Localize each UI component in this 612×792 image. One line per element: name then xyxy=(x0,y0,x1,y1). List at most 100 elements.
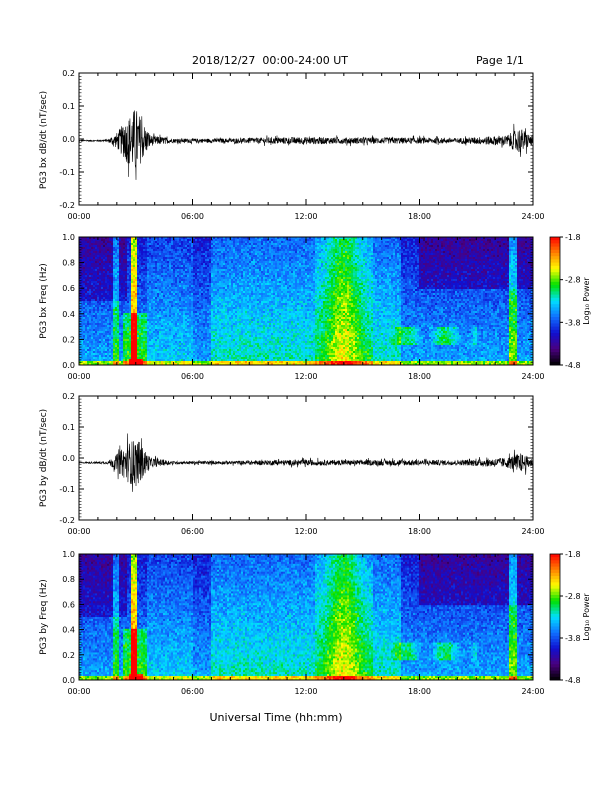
spectrogram-cell xyxy=(87,277,90,280)
spectrogram-cell xyxy=(161,319,164,322)
spectrogram-cell xyxy=(151,325,154,328)
spectrogram-cell xyxy=(157,253,160,256)
spectrogram-cell xyxy=(85,281,88,284)
spectrogram-cell xyxy=(161,275,164,278)
spectrogram-cell xyxy=(109,267,112,270)
spectrogram-cell xyxy=(127,295,130,298)
spectrogram-cell xyxy=(143,283,146,286)
spectrogram-cell xyxy=(179,253,182,256)
spectrogram-cell xyxy=(177,313,180,316)
spectrogram-cell xyxy=(97,301,100,304)
spectrogram-cell xyxy=(101,249,104,252)
spectrogram-cell xyxy=(169,351,172,354)
spectrogram-cell xyxy=(145,303,148,306)
spectrogram-cell xyxy=(137,359,140,362)
spectrogram-cell xyxy=(97,255,100,258)
spectrogram-cell xyxy=(105,347,108,350)
spectrogram-cell xyxy=(103,273,106,276)
spectrogram-cell xyxy=(153,255,156,258)
spectrogram-cell xyxy=(173,347,176,350)
spectrogram-cell xyxy=(97,343,100,346)
spectrogram-cell xyxy=(119,273,122,276)
spectrogram-cell xyxy=(83,237,86,240)
spectrogram-cell xyxy=(133,313,136,316)
spectrogram-cell xyxy=(97,273,100,276)
spectrogram-cell xyxy=(99,311,102,314)
spectrogram-cell xyxy=(85,269,88,272)
spectrogram-cell xyxy=(113,245,116,248)
spectrogram-cell xyxy=(113,279,116,282)
spectrogram-cell xyxy=(161,307,164,310)
spectrogram-cell xyxy=(169,237,172,240)
spectrogram-cell xyxy=(95,255,98,258)
spectrogram-cell xyxy=(101,309,104,312)
spectrogram-cell xyxy=(103,327,106,330)
spectrogram-cell xyxy=(151,243,154,246)
spectrogram-cell xyxy=(147,245,150,248)
spectrogram-cell xyxy=(137,335,140,338)
spectrogram-cell xyxy=(93,341,96,344)
spectrogram-cell xyxy=(149,259,152,262)
spectrogram-cell xyxy=(95,289,98,292)
spectrogram-cell xyxy=(153,343,156,346)
spectrogram-cell xyxy=(133,247,136,250)
spectrogram-cell xyxy=(161,321,164,324)
spectrogram-cell xyxy=(97,307,100,310)
spectrogram-cell xyxy=(125,319,128,322)
spectrogram-cell xyxy=(165,273,168,276)
spectrogram-cell xyxy=(177,287,180,290)
spectrogram-cell xyxy=(135,315,138,318)
spectrogram-cell xyxy=(99,351,102,354)
spectrogram-cell xyxy=(125,249,128,252)
spectrogram-cell xyxy=(145,239,148,242)
spectrogram-cell xyxy=(97,243,100,246)
spectrogram-cell xyxy=(101,315,104,318)
spectrogram-cell xyxy=(145,323,148,326)
spectrogram-cell xyxy=(95,271,98,274)
spectrogram-cell xyxy=(145,309,148,312)
spectrogram-cell xyxy=(105,357,108,360)
spectrogram-cell xyxy=(145,295,148,298)
spectrogram-cell xyxy=(179,287,182,290)
spectrogram-cell xyxy=(93,303,96,306)
spectrogram-cell xyxy=(159,355,162,358)
spectrogram-cell xyxy=(85,253,88,256)
spectrogram-cell xyxy=(175,283,178,286)
spectrogram-cell xyxy=(111,359,114,362)
spectrogram-cell xyxy=(105,285,108,288)
spectrogram-cell xyxy=(151,281,154,284)
spectrogram-cell xyxy=(125,237,128,240)
spectrogram-cell xyxy=(141,263,144,266)
spectrogram-cell xyxy=(129,305,132,308)
spectrogram-cell xyxy=(147,295,150,298)
spectrogram-cell xyxy=(131,335,134,338)
spectrogram-cell xyxy=(161,325,164,328)
spectrogram-cell xyxy=(173,331,176,334)
spectrogram-cell xyxy=(99,323,102,326)
spectrogram-cell xyxy=(129,265,132,268)
spectrogram-cell xyxy=(175,341,178,344)
spectrogram-cell xyxy=(123,361,126,364)
spectrogram-cell xyxy=(147,275,150,278)
spectrogram-cell xyxy=(179,295,182,298)
spectrogram-cell xyxy=(141,271,144,274)
spectrogram-cell xyxy=(99,263,102,266)
spectrogram-cell xyxy=(141,327,144,330)
spectrogram-cell xyxy=(123,243,126,246)
spectrogram-cell xyxy=(171,275,174,278)
spectrogram-cell xyxy=(139,301,142,304)
spectrogram-cell xyxy=(169,327,172,330)
spectrogram-cell xyxy=(151,327,154,330)
spectrogram-cell xyxy=(161,311,164,314)
spectrogram-cell xyxy=(121,255,124,258)
spectrogram-cell xyxy=(101,325,104,328)
spectrogram-cell xyxy=(139,307,142,310)
spectrogram-cell xyxy=(123,269,126,272)
spectrogram-cell xyxy=(139,351,142,354)
spectrogram-cell xyxy=(153,239,156,242)
spectrogram-cell xyxy=(131,261,134,264)
spectrogram-cell xyxy=(131,319,134,322)
spectrogram-cell xyxy=(149,347,152,350)
spectrogram-cell xyxy=(121,273,124,276)
spectrogram-cell xyxy=(137,275,140,278)
